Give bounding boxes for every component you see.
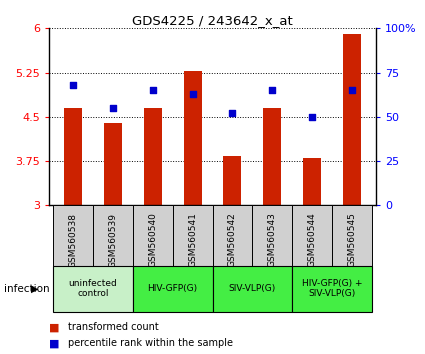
Point — [349, 87, 356, 93]
Point — [109, 105, 116, 111]
Bar — [144, 108, 162, 205]
Text: HIV-GFP(G) +
SIV-VLP(G): HIV-GFP(G) + SIV-VLP(G) — [302, 279, 363, 298]
Bar — [212, 266, 292, 312]
Bar — [332, 205, 372, 266]
Text: GSM560539: GSM560539 — [108, 212, 117, 268]
Bar — [133, 205, 173, 266]
Bar — [264, 108, 281, 205]
Text: GSM560538: GSM560538 — [68, 212, 77, 268]
Bar — [224, 156, 241, 205]
Bar — [133, 266, 212, 312]
Bar — [212, 205, 252, 266]
Bar — [173, 205, 212, 266]
Point — [269, 87, 276, 93]
Text: ▶: ▶ — [31, 284, 39, 293]
Bar — [53, 266, 133, 312]
Text: GSM560543: GSM560543 — [268, 212, 277, 267]
Text: percentile rank within the sample: percentile rank within the sample — [68, 338, 233, 348]
Title: GDS4225 / 243642_x_at: GDS4225 / 243642_x_at — [132, 14, 293, 27]
Point — [189, 91, 196, 97]
Bar — [292, 205, 332, 266]
Text: GSM560540: GSM560540 — [148, 212, 157, 267]
Text: uninfected
control: uninfected control — [68, 279, 117, 298]
Bar — [343, 34, 361, 205]
Text: ■: ■ — [49, 338, 60, 348]
Bar — [93, 205, 133, 266]
Text: infection: infection — [4, 284, 50, 293]
Bar — [252, 205, 292, 266]
Text: GSM560545: GSM560545 — [348, 212, 357, 267]
Point — [149, 87, 156, 93]
Bar — [53, 205, 93, 266]
Bar — [292, 266, 372, 312]
Text: ■: ■ — [49, 322, 60, 332]
Bar — [303, 158, 321, 205]
Text: SIV-VLP(G): SIV-VLP(G) — [229, 284, 276, 293]
Text: HIV-GFP(G): HIV-GFP(G) — [147, 284, 198, 293]
Point — [309, 114, 316, 120]
Text: transformed count: transformed count — [68, 322, 159, 332]
Point — [69, 82, 76, 88]
Text: GSM560541: GSM560541 — [188, 212, 197, 267]
Bar — [184, 71, 201, 205]
Text: GSM560544: GSM560544 — [308, 212, 317, 267]
Point — [229, 110, 236, 116]
Bar — [104, 123, 122, 205]
Text: GSM560542: GSM560542 — [228, 212, 237, 267]
Bar — [64, 108, 82, 205]
